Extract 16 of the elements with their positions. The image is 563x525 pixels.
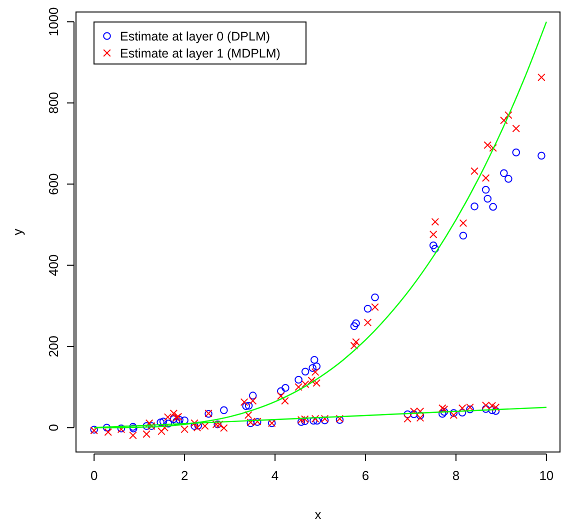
x-tick-label: 0 [90,468,98,483]
x-tick-label: 2 [180,468,188,483]
legend-label: Estimate at layer 0 (DPLM) [120,30,270,44]
x-tick-label: 10 [539,468,554,483]
y-tick-label: 200 [46,336,61,358]
x-tick-label: 6 [362,468,370,483]
x-tick-label: 4 [271,468,279,483]
y-tick-label: 0 [46,424,61,432]
x-axis-title: x [314,507,322,522]
x-tick-label: 8 [452,468,460,483]
legend-label: Estimate at layer 1 (MDPLM) [120,46,280,60]
y-tick-label: 600 [46,173,61,195]
y-axis-title: y [10,228,25,236]
y-tick-label: 800 [46,92,61,114]
y-tick-label: 1000 [46,7,61,36]
y-tick-label: 400 [46,254,61,276]
